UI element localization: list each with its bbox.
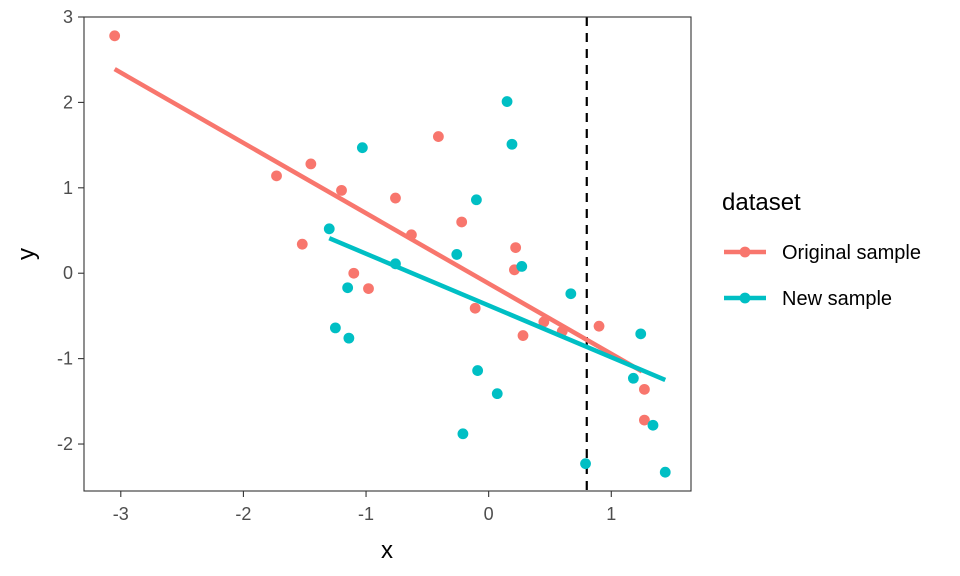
legend-label: Original sample (782, 242, 921, 264)
data-point (471, 194, 482, 206)
data-point (109, 30, 121, 42)
y-axis-title: y (13, 248, 40, 260)
data-point (580, 458, 591, 470)
data-point (501, 96, 513, 107)
y-tick-label: -2 (57, 434, 73, 454)
y-tick-label: 2 (63, 92, 73, 112)
legend-label: New sample (782, 288, 892, 310)
legend: dataset Original sample New sample (722, 189, 921, 310)
data-point (342, 282, 354, 294)
data-point (329, 322, 341, 334)
data-point (659, 466, 671, 478)
fit-line-1 (113, 67, 644, 374)
data-point (343, 332, 355, 344)
data-point (451, 249, 463, 260)
data-point (271, 170, 282, 182)
data-point (491, 388, 503, 400)
y-tick-label: 3 (63, 7, 73, 27)
data-point (516, 260, 528, 272)
plot-area (109, 17, 671, 491)
data-point (639, 414, 650, 426)
data-point (363, 283, 374, 294)
data-point (323, 223, 335, 235)
x-tick-label: -2 (235, 504, 251, 524)
data-point (356, 142, 368, 154)
data-point (510, 242, 522, 253)
data-point (639, 383, 650, 395)
x-tick-label: -1 (358, 504, 374, 524)
data-point (336, 184, 347, 196)
data-point (432, 131, 444, 142)
data-point (565, 288, 577, 300)
legend-key-point (739, 246, 751, 258)
axes: -3 -2 -1 0 1 -2 -1 0 1 2 3 (57, 7, 692, 524)
data-point (593, 320, 605, 332)
x-axis-title: x (381, 537, 393, 564)
data-point (390, 192, 401, 204)
data-point (517, 330, 529, 341)
y-tick-label: 0 (63, 263, 73, 283)
data-point (305, 158, 317, 170)
data-point (647, 419, 659, 431)
series-2 (323, 96, 671, 478)
data-point (469, 302, 481, 314)
x-tick-label: 1 (606, 504, 616, 524)
data-point (457, 428, 469, 440)
data-point (472, 365, 484, 376)
legend-title: dataset (722, 189, 801, 216)
data-point (506, 138, 518, 150)
panel-border (83, 16, 692, 492)
x-tick-label: 0 (484, 504, 494, 524)
data-point (635, 328, 647, 340)
series-1 (109, 30, 650, 426)
data-point (348, 267, 360, 279)
data-point (627, 372, 639, 384)
y-tick-label: -1 (57, 349, 73, 369)
data-point (456, 216, 468, 228)
y-tick-label: 1 (63, 178, 73, 198)
legend-key-point (739, 292, 751, 304)
x-tick-label: -3 (113, 504, 129, 524)
fit-line-2 (328, 236, 667, 383)
data-point (296, 238, 308, 250)
